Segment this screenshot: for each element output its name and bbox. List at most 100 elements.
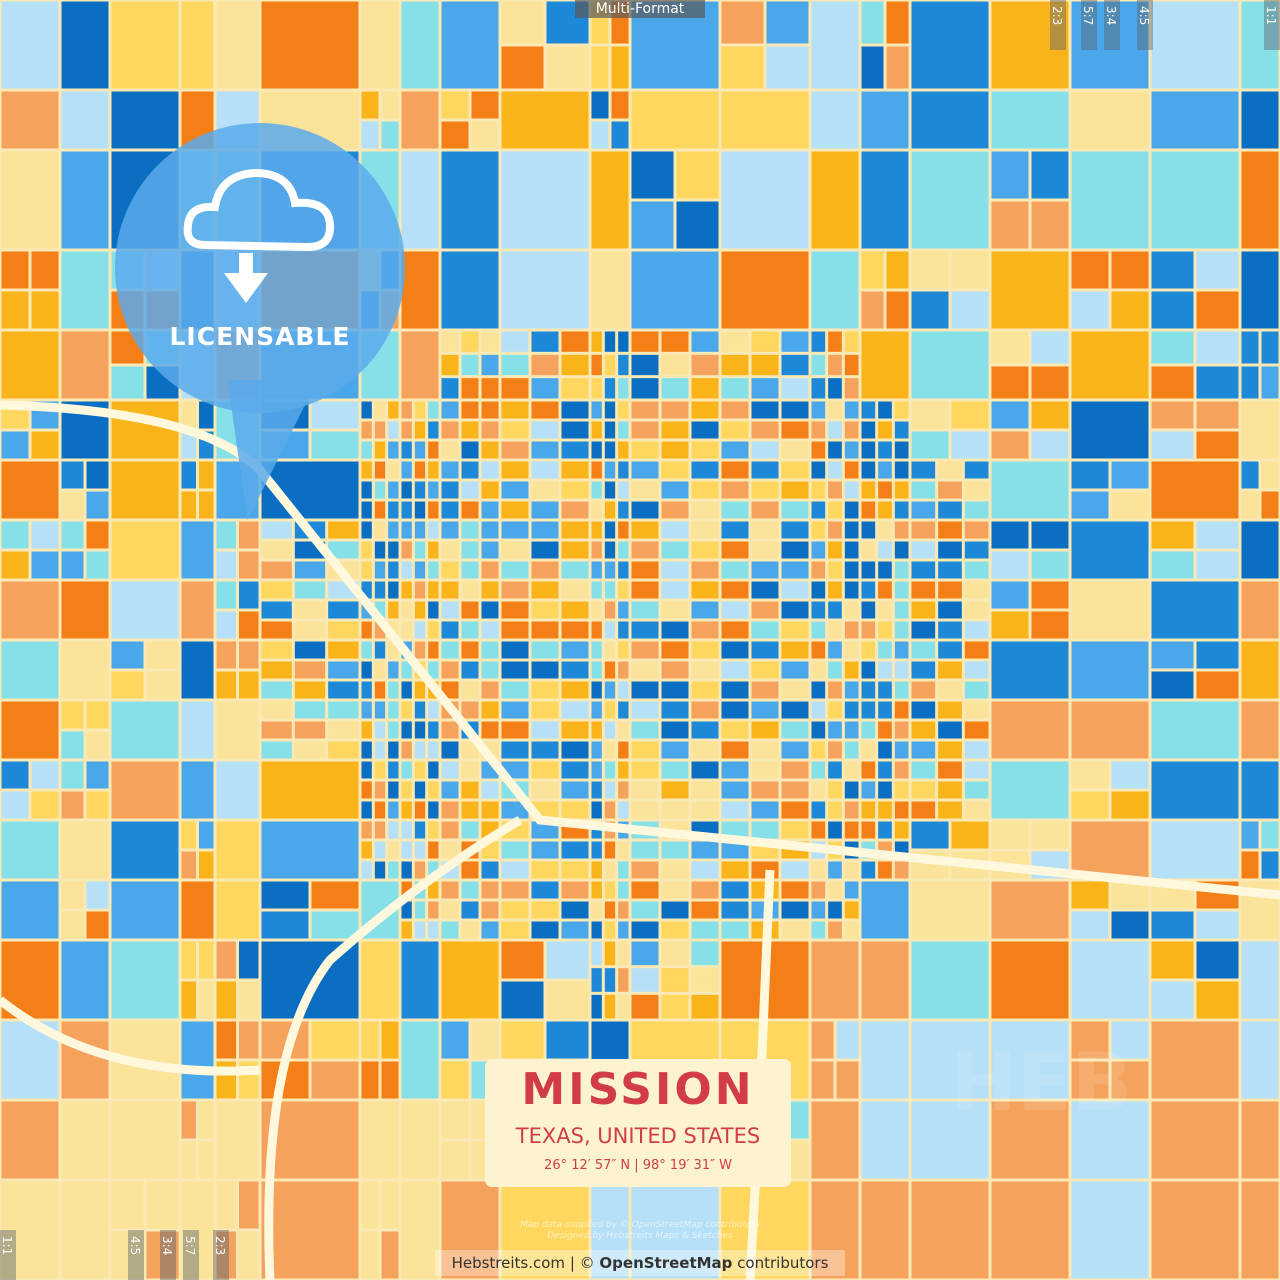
city-block [181, 881, 214, 939]
city-block [604, 354, 616, 376]
city-block [878, 401, 892, 419]
city-block [181, 1101, 196, 1139]
city-block [111, 881, 179, 939]
city-block [631, 661, 659, 679]
city-block [414, 441, 426, 459]
city-block [216, 761, 259, 819]
coordinates: 26° 12′ 57″ N | 98° 19′ 31″ W [544, 1158, 732, 1173]
city-block [781, 421, 809, 439]
city-block [878, 481, 892, 499]
city-block [618, 881, 629, 899]
city-block [561, 921, 589, 939]
city-block [261, 741, 292, 759]
city-block [604, 841, 616, 859]
city-block [991, 641, 1069, 699]
city-block [811, 561, 826, 579]
city-block [1151, 521, 1194, 549]
city-block [618, 781, 629, 799]
city-block [618, 801, 629, 819]
city-block [311, 1061, 359, 1099]
city-block [1241, 521, 1279, 579]
city-block [561, 461, 589, 479]
city-block [828, 781, 842, 799]
city-block [781, 641, 809, 659]
city-block [828, 641, 842, 659]
city-block [261, 721, 292, 739]
city-block [1241, 461, 1259, 489]
city-block [964, 601, 989, 619]
city-block [531, 461, 559, 479]
city-block [591, 761, 602, 779]
city-block [401, 681, 412, 699]
osm-link[interactable]: OpenStreetMap [599, 1254, 733, 1272]
city-block [294, 641, 326, 659]
city-block [239, 1181, 259, 1229]
city-block [401, 501, 412, 519]
city-block [461, 354, 479, 376]
city-block [461, 741, 479, 759]
city-block [361, 861, 372, 879]
city-block [261, 1, 359, 89]
city-title: MISSION [521, 1064, 755, 1115]
city-block [261, 581, 292, 599]
city-block [388, 421, 399, 439]
city-block [1151, 701, 1239, 759]
city-block [844, 801, 859, 819]
city-block [531, 561, 559, 579]
city-block [618, 901, 629, 919]
city-block [861, 441, 876, 459]
city-block [991, 331, 1029, 364]
city-block [1, 431, 29, 459]
city-block [691, 861, 719, 879]
city-block [721, 481, 749, 499]
city-block [401, 861, 412, 879]
city-block [311, 431, 359, 459]
city-block [461, 921, 479, 939]
city-block [938, 521, 962, 539]
city-block [361, 91, 379, 119]
site-link[interactable]: Hebstreits.com [451, 1254, 566, 1272]
city-block [991, 91, 1069, 149]
city-block [661, 781, 689, 799]
city-block [261, 541, 292, 559]
city-block [181, 401, 196, 429]
city-block [1071, 521, 1149, 579]
city-block [1196, 911, 1239, 939]
city-block [388, 681, 399, 699]
city-block [991, 611, 1029, 639]
city-block [604, 421, 616, 439]
city-block [861, 1181, 909, 1279]
city-block [591, 461, 602, 479]
city-block [991, 1181, 1069, 1279]
city-block [181, 581, 214, 639]
city-block [964, 581, 989, 599]
city-block [591, 521, 602, 539]
city-block [471, 121, 499, 149]
city-block [938, 801, 962, 819]
city-block [1, 881, 59, 939]
city-block [531, 581, 559, 599]
city-block [111, 581, 179, 639]
city-block [604, 441, 616, 459]
city-block [911, 151, 989, 249]
city-block [441, 581, 459, 599]
city-block [691, 761, 719, 779]
city-block [441, 761, 459, 779]
city-block [361, 561, 372, 579]
city-block [691, 941, 719, 966]
city-block [861, 91, 909, 149]
city-block [911, 521, 936, 539]
city-block [428, 621, 439, 639]
city-block [631, 921, 659, 939]
city-block [591, 378, 602, 399]
city-block [691, 901, 719, 919]
city-block [441, 121, 469, 149]
city-block [481, 421, 499, 439]
city-block [146, 641, 179, 669]
city-block [328, 721, 359, 739]
city-block [561, 641, 589, 659]
city-block [61, 1181, 109, 1279]
city-block [441, 921, 459, 939]
city-block [781, 354, 809, 376]
city-block [1241, 491, 1259, 519]
